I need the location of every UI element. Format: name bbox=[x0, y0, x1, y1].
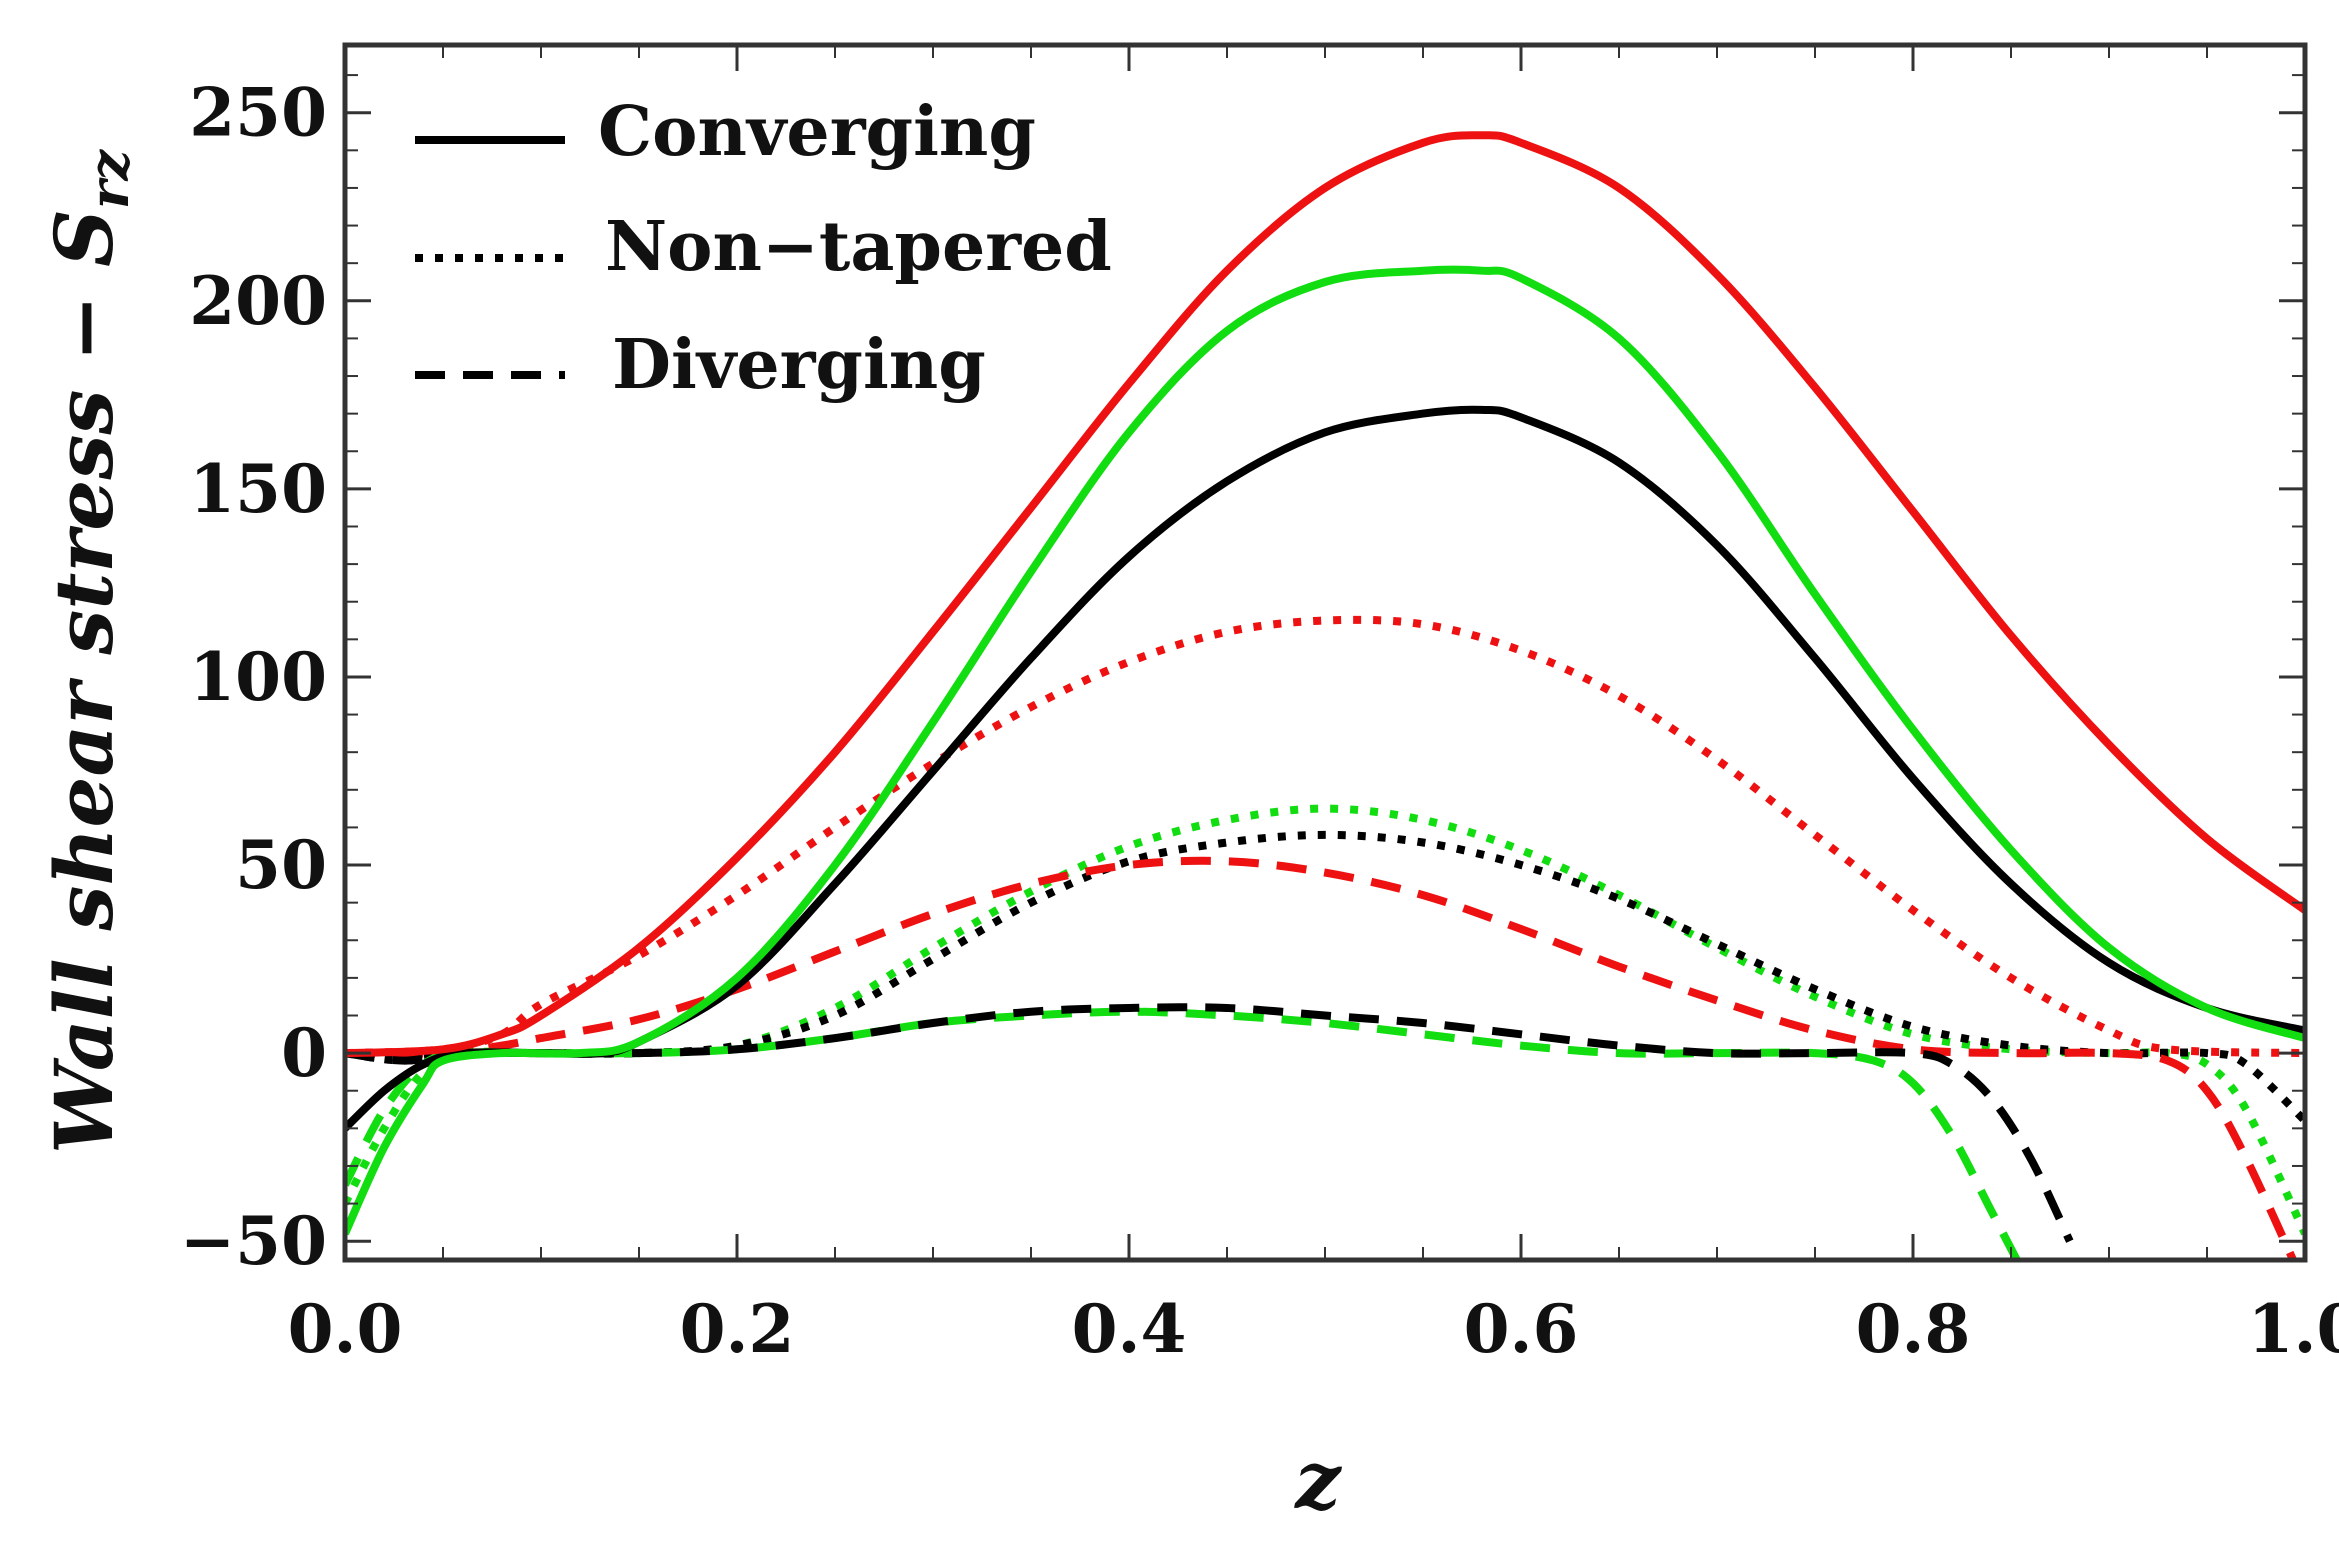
y-axis-title: Wall shear stress − Srz bbox=[37, 149, 141, 1154]
legend: Converging Non−tapered Diverging bbox=[415, 92, 1112, 405]
x-tick-label: 0.0 bbox=[288, 1290, 403, 1368]
y-tick-label: 50 bbox=[235, 826, 327, 904]
series-line-solid-green bbox=[345, 265, 2305, 1236]
y-tick-label: 100 bbox=[189, 638, 327, 716]
legend-label-converging: Converging bbox=[598, 92, 1036, 172]
y-axis-title-main: Wall shear stress − S bbox=[37, 209, 131, 1154]
y-tick-label: −50 bbox=[180, 1202, 327, 1280]
x-tick-label: 0.2 bbox=[680, 1290, 795, 1368]
y-tick-label: 250 bbox=[189, 74, 327, 152]
series-layer bbox=[345, 131, 2305, 1260]
y-tick-label: 200 bbox=[189, 262, 327, 340]
legend-label-non-tapered: Non−tapered bbox=[605, 207, 1112, 287]
x-tick-label: 0.6 bbox=[1464, 1290, 1579, 1368]
x-tick-label: 0.4 bbox=[1072, 1290, 1187, 1368]
series-line-dashed-black bbox=[345, 1003, 2074, 1243]
series-line-dotted-red bbox=[345, 615, 2305, 1058]
x-tick-label: 0.8 bbox=[1856, 1290, 1971, 1368]
legend-label-diverging: Diverging bbox=[612, 325, 986, 405]
ticks-layer: 0.0 0.2 0.4 0.6 0.8 1.0 −50 0 50 100 150 200 250 bbox=[180, 45, 2339, 1368]
y-tick-label: 150 bbox=[189, 450, 327, 528]
series-line-dashed-red bbox=[345, 856, 2298, 1260]
y-axis-title-subscript: rz bbox=[77, 149, 141, 209]
x-tick-label: 1.0 bbox=[2248, 1290, 2339, 1368]
x-axis-title: z bbox=[1293, 1433, 1342, 1527]
y-tick-label: 0 bbox=[281, 1014, 327, 1092]
series-line-solid-red bbox=[345, 131, 2305, 1058]
